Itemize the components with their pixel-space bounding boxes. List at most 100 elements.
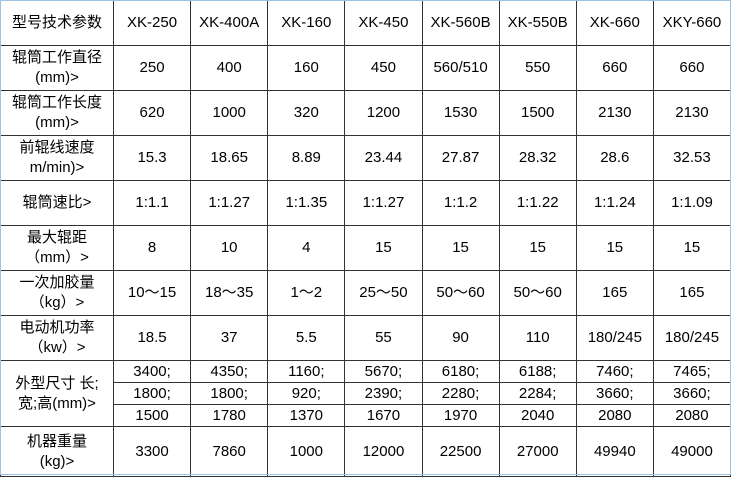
- table-cell: 55: [344, 315, 423, 361]
- table-row: 最大辊距 （mm）> 8 10 4 15 15 15 15 15: [0, 225, 731, 271]
- table-cell: 400: [190, 45, 269, 91]
- table-cell: 165: [575, 270, 654, 316]
- dims-cell: 7460;: [575, 360, 654, 383]
- table-row: 辊筒工作直径 (mm)> 250 400 160 450 560/510 550 660 660: [0, 45, 731, 91]
- table-cell: 1:1.27: [344, 180, 423, 226]
- table-cell: 15: [498, 225, 577, 271]
- dims-row-width: 1800; 1800; 920; 2390; 2280; 2284; 3660; 3660;: [1, 382, 731, 405]
- dims-cell: 920;: [267, 382, 346, 405]
- table-cell: 1200: [344, 90, 423, 136]
- table-cell: 18.5: [112, 315, 192, 361]
- table-cell: 1:1.24: [575, 180, 654, 226]
- row-label-line2: （kg）>: [29, 294, 85, 311]
- row-label-line2: m/min)>: [29, 159, 85, 176]
- row-label-line1: 一次加胶量: [19, 274, 95, 291]
- table-cell: 5.5: [267, 315, 346, 361]
- header-row: 型号技术参数 XK-250 XK-400A XK-160 XK-450 XK-560B XK…: [0, 0, 731, 46]
- dims-cell: 1670: [344, 404, 423, 427]
- table-cell: 27.87: [421, 135, 500, 181]
- table-cell: 12000: [344, 426, 423, 477]
- model-header: XKY-660: [652, 0, 731, 46]
- table-cell: 10: [190, 225, 269, 271]
- table-cell: 1:1.22: [498, 180, 577, 226]
- table-cell: 15: [421, 225, 500, 271]
- model-header: XK-550B: [498, 0, 577, 46]
- table-cell: 28.32: [498, 135, 577, 181]
- table-cell: 1～2: [267, 270, 346, 316]
- table-cell: 1000: [267, 426, 346, 477]
- table-cell: 49940: [575, 426, 654, 477]
- table-cell: 18.65: [190, 135, 269, 181]
- table-cell: 250: [112, 45, 192, 91]
- table-cell: 1:1.1: [112, 180, 192, 226]
- table-cell: 15: [575, 225, 654, 271]
- dims-cell: 1500: [112, 404, 192, 427]
- dims-row-height: 1500 1780 1370 1670 1970 2040 2080 2080: [1, 404, 731, 427]
- table-cell: 1:1.2: [421, 180, 500, 226]
- row-label-line2: (kg)>: [39, 452, 75, 470]
- row-label-line1: 外型尺寸 长;: [15, 374, 99, 392]
- table-cell: 22500: [421, 426, 500, 477]
- row-label: 辊筒工作直径 (mm)>: [0, 45, 114, 91]
- dims-cell: 2080: [652, 404, 731, 427]
- row-label: 外型尺寸 长; 宽;高(mm)>: [0, 360, 114, 427]
- weight-row: 机器重量 (kg)> 3300 7860 1000 12000 22500 27000 4994…: [0, 426, 731, 477]
- table-row: 前辊线速度 m/min)> 15.3 18.65 8.89 23.44 27.87 28.32…: [0, 135, 731, 181]
- model-header: XK-660: [575, 0, 654, 46]
- row-label-line2: 宽;高(mm)>: [18, 394, 96, 412]
- dims-cell: 6180;: [421, 360, 500, 383]
- dims-cell: 5670;: [344, 360, 423, 383]
- table-cell: 15: [344, 225, 423, 271]
- table-cell: 27000: [498, 426, 577, 477]
- table-cell: 450: [344, 45, 423, 91]
- row-label-line2: (mm)>: [35, 69, 79, 86]
- table-cell: 37: [190, 315, 269, 361]
- table-row: 辊筒工作长度 (mm)> 620 1000 320 1200 1530 1500 2130 213…: [0, 90, 731, 136]
- model-header: XK-160: [267, 0, 346, 46]
- table-cell: 660: [575, 45, 654, 91]
- table-cell: 15: [652, 225, 731, 271]
- dims-cell: 3660;: [575, 382, 654, 405]
- dims-cell: 1780: [190, 404, 269, 427]
- row-label-line1: 前辊线速度: [19, 139, 95, 156]
- table-cell: 7860: [190, 426, 269, 477]
- table-cell: 110: [498, 315, 577, 361]
- table-cell: 1530: [421, 90, 500, 136]
- table-cell: 2130: [575, 90, 654, 136]
- table-cell: 18～35: [190, 270, 269, 316]
- dims-cell: 1370: [267, 404, 346, 427]
- table-cell: 620: [112, 90, 192, 136]
- row-label: 最大辊距 （mm）>: [0, 225, 114, 271]
- table-cell: 2130: [652, 90, 731, 136]
- table-cell: 660: [652, 45, 731, 91]
- dims-cell: 2390;: [344, 382, 423, 405]
- table-cell: 165: [652, 270, 731, 316]
- row-label-line1: 辊筒工作长度: [11, 94, 102, 111]
- table-row: 辊筒速比> 1:1.1 1:1.27 1:1.35 1:1.27 1:1.2 1:1.22 1…: [0, 180, 731, 226]
- dims-cell: 3660;: [652, 382, 731, 405]
- dims-cell: 1800;: [112, 382, 192, 405]
- row-label-line1: 最大辊距: [26, 229, 87, 246]
- row-label: 辊筒工作长度 (mm)>: [0, 90, 114, 136]
- table-cell: 180/245: [652, 315, 731, 361]
- table-cell: 3300: [112, 426, 192, 477]
- model-header: XK-250: [112, 0, 192, 46]
- dims-cell: 2284;: [498, 382, 577, 405]
- row-label-line1: 辊筒工作直径: [11, 49, 102, 66]
- table-row: 一次加胶量 （kg）> 10～15 18～35 1～2 25～50 50～60 50～60 16…: [0, 270, 731, 316]
- row-label-line2: （mm）>: [25, 249, 89, 266]
- table-cell: 8: [112, 225, 192, 271]
- row-label-line1: 机器重量: [26, 432, 87, 450]
- dims-cell: 4350;: [190, 360, 269, 383]
- row-label: 电动机功率 （kw）>: [0, 315, 114, 361]
- table-cell: 160: [267, 45, 346, 91]
- dims-cell: 2080: [575, 404, 654, 427]
- table-cell: 1500: [498, 90, 577, 136]
- table-cell: 180/245: [575, 315, 654, 361]
- table-cell: 560/510: [421, 45, 500, 91]
- dims-cell: 1800;: [190, 382, 269, 405]
- table-cell: 1:1.35: [267, 180, 346, 226]
- table-cell: 23.44: [344, 135, 423, 181]
- table-cell: 4: [267, 225, 346, 271]
